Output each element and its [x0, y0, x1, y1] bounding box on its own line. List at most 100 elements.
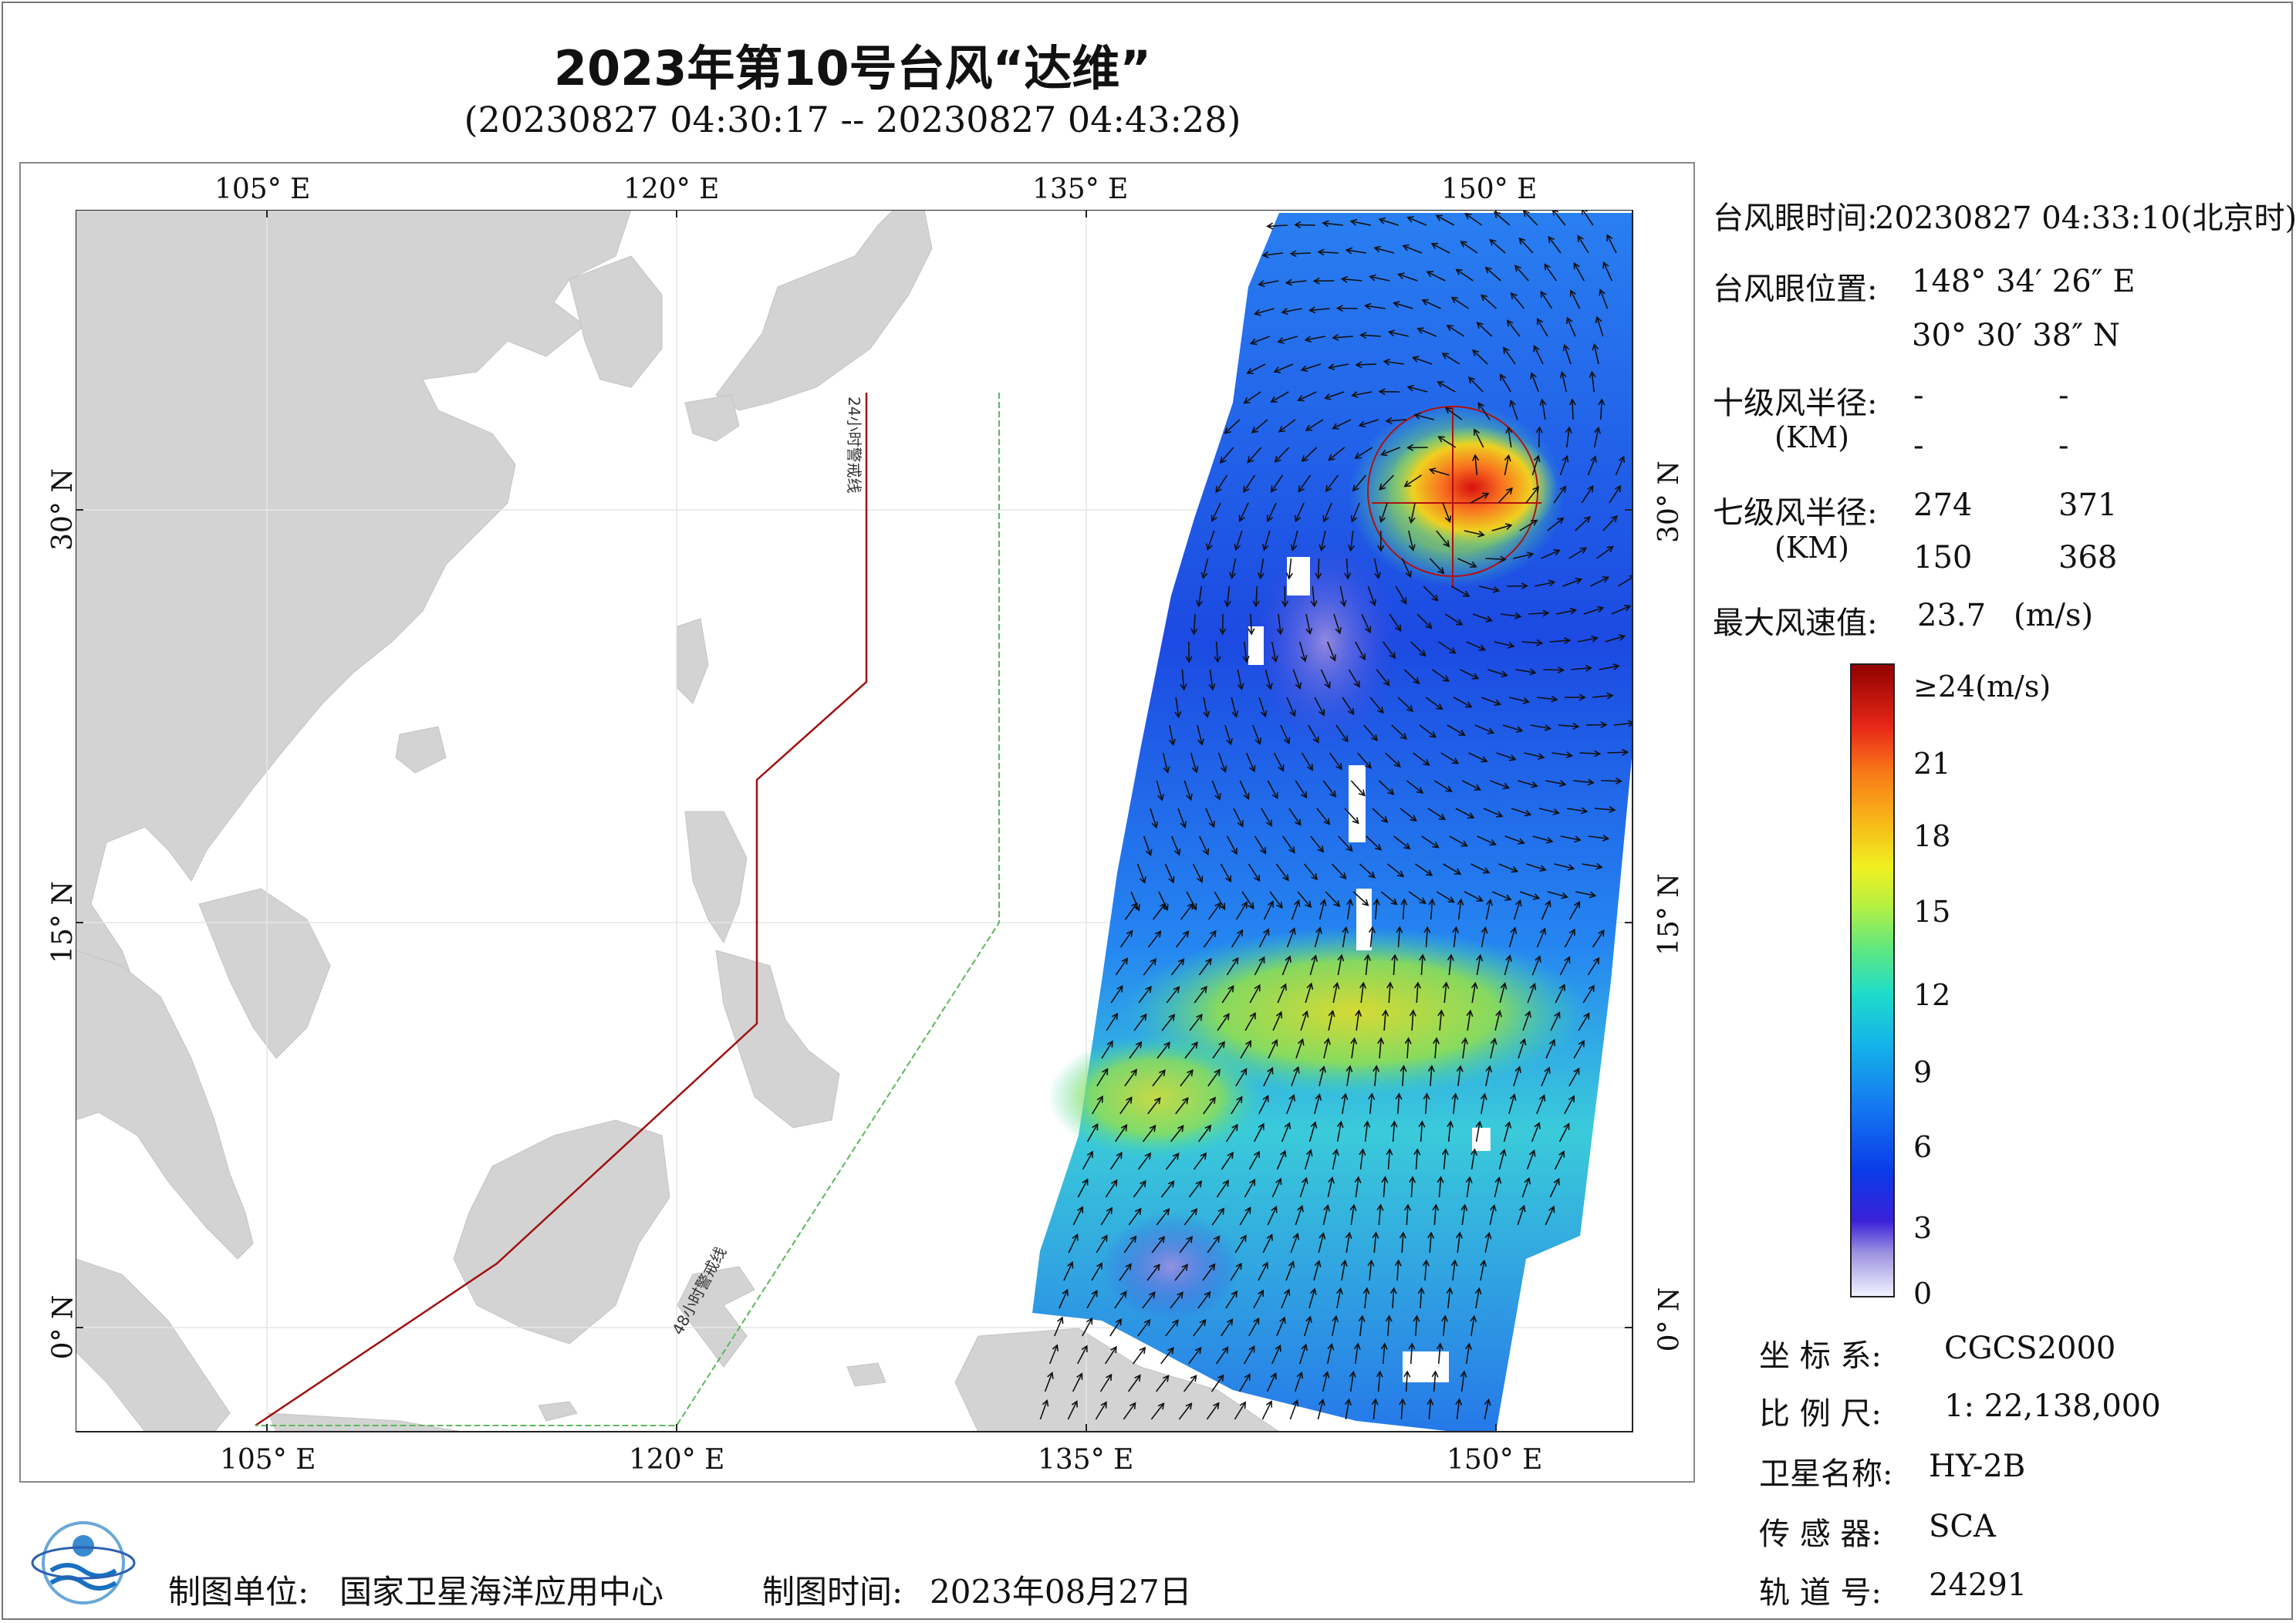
- wind-arrow-head: [1460, 1203, 1468, 1211]
- wind-arrow-head: [1335, 305, 1343, 312]
- wind-arrow-head: [1254, 984, 1261, 992]
- wind-arrow-head: [1243, 485, 1250, 494]
- wind-arrow: [1346, 249, 1367, 254]
- wind-arrow-head: [1162, 1375, 1170, 1382]
- wind-arrow: [1263, 252, 1284, 256]
- wind-arrow-head: [1419, 897, 1427, 904]
- wind-arrow: [1384, 360, 1405, 365]
- wind-arrow: [1436, 530, 1450, 547]
- sensor-value: SCA: [1929, 1509, 1996, 1544]
- wind-arrow-head: [1358, 420, 1366, 428]
- wind-arrow: [1410, 1177, 1413, 1198]
- wind-arrow-head: [1261, 543, 1269, 552]
- wind-arrow: [1381, 447, 1400, 456]
- wind-arrow: [1170, 1292, 1183, 1309]
- wind-arrow-head: [1145, 985, 1152, 994]
- wind-arrow-head: [1151, 821, 1159, 829]
- wind-arrow-head: [1419, 953, 1427, 961]
- wind-arrow: [1547, 891, 1568, 898]
- wind-arrow-head: [1622, 748, 1629, 756]
- wind-arrow-head: [1495, 811, 1504, 818]
- wind-arrow-head: [1431, 1370, 1439, 1378]
- wind-arrow: [1568, 1068, 1580, 1087]
- wind-arrow: [1076, 1345, 1088, 1365]
- wind-arrow-head: [1499, 1149, 1507, 1156]
- wind-arrow: [1551, 752, 1572, 757]
- wind-arrow: [1447, 1288, 1451, 1309]
- wind-arrow-head: [1317, 845, 1325, 853]
- wind-arrow: [1346, 1066, 1351, 1087]
- wind-arrow-head: [1244, 1206, 1251, 1214]
- wind-arrow: [1549, 639, 1570, 643]
- wind-arrow-head: [1231, 1123, 1238, 1132]
- wind-arrow-head: [1536, 639, 1544, 646]
- wind-arrow: [1286, 697, 1295, 717]
- wind-arrow: [1221, 1318, 1233, 1337]
- wind-arrow: [1540, 291, 1553, 309]
- wind-arrow-head: [1504, 894, 1512, 901]
- wind-arrow: [1180, 1069, 1194, 1087]
- r10-unit: (KM): [1774, 420, 1849, 454]
- wind-arrow: [1429, 1233, 1432, 1254]
- wind-arrow-head: [1432, 842, 1440, 849]
- wind-arrow: [1305, 419, 1324, 431]
- wind-arrow-head: [1494, 699, 1502, 707]
- wind-arrow-head: [1310, 1121, 1318, 1129]
- wind-arrow: [1611, 605, 1631, 615]
- wind-arrow: [1562, 579, 1582, 587]
- wind-arrow-head: [1399, 1231, 1406, 1239]
- wind-arrow-head: [1197, 738, 1204, 746]
- wind-arrow-head: [1427, 1398, 1434, 1405]
- r10-value-4: -: [2058, 428, 2069, 464]
- wind-arrow-head: [1509, 1093, 1517, 1101]
- wind-arrow: [1166, 987, 1180, 1004]
- wind-arrow-head: [1524, 1176, 1531, 1185]
- wind-arrow: [1385, 752, 1401, 768]
- wind-arrow: [1413, 752, 1430, 766]
- wind-arrow-head: [1602, 834, 1610, 842]
- wind-arrow: [1332, 1149, 1338, 1170]
- wind-arrow: [1254, 835, 1266, 854]
- wind-arrow: [1578, 1013, 1590, 1031]
- wind-arrow-head: [1352, 484, 1359, 492]
- wind-arrow: [1519, 891, 1539, 899]
- wind-arrow-head: [1219, 628, 1227, 636]
- wind-arrow: [1453, 697, 1472, 708]
- wind-arrow-head: [1262, 1095, 1269, 1102]
- wind-arrow: [1518, 1039, 1525, 1059]
- wind-arrow: [1328, 447, 1346, 461]
- r10-value-3: -: [1913, 428, 1924, 464]
- wind-arrow: [1491, 524, 1512, 531]
- wind-arrow: [1484, 1399, 1490, 1420]
- wind-arrow-head: [1281, 308, 1288, 315]
- wind-arrow: [1369, 1094, 1373, 1115]
- wind-arrow-head: [1214, 656, 1221, 663]
- wind-arrow: [1379, 1038, 1382, 1059]
- wind-arrow: [1415, 1149, 1418, 1170]
- wind-arrow-head: [1378, 388, 1386, 396]
- wind-arrow-head: [1390, 1120, 1398, 1128]
- wind-arrow-head: [1305, 424, 1313, 431]
- wind-arrow-head: [1567, 864, 1575, 871]
- wind-arrow-head: [1405, 570, 1412, 579]
- wind-arrow-head: [1232, 957, 1239, 965]
- wind-arrow-head: [1442, 675, 1450, 682]
- wind-arrow: [1419, 724, 1437, 738]
- eye-pos-label: 台风眼位置:: [1713, 272, 1878, 307]
- wind-arrow: [1485, 899, 1491, 920]
- wind-arrow: [1372, 808, 1388, 823]
- wind-arrow-head: [1505, 487, 1513, 494]
- wind-arrow: [1314, 1094, 1321, 1115]
- wind-arrow-head: [1219, 456, 1227, 464]
- wind-arrow: [1447, 325, 1465, 337]
- wind-arrow-head: [1349, 1370, 1356, 1378]
- wind-arrow: [1158, 891, 1168, 910]
- wind-arrow-head: [1289, 250, 1297, 258]
- wind-arrow: [1188, 1347, 1202, 1365]
- wind-arrow: [1565, 427, 1570, 448]
- wind-arrow-head: [1385, 1314, 1393, 1322]
- wind-arrow-head: [1500, 982, 1508, 990]
- wind-arrow: [1550, 1012, 1561, 1031]
- wind-arrow-head: [1236, 929, 1244, 937]
- right-lat-15: 15° N: [1653, 873, 1685, 956]
